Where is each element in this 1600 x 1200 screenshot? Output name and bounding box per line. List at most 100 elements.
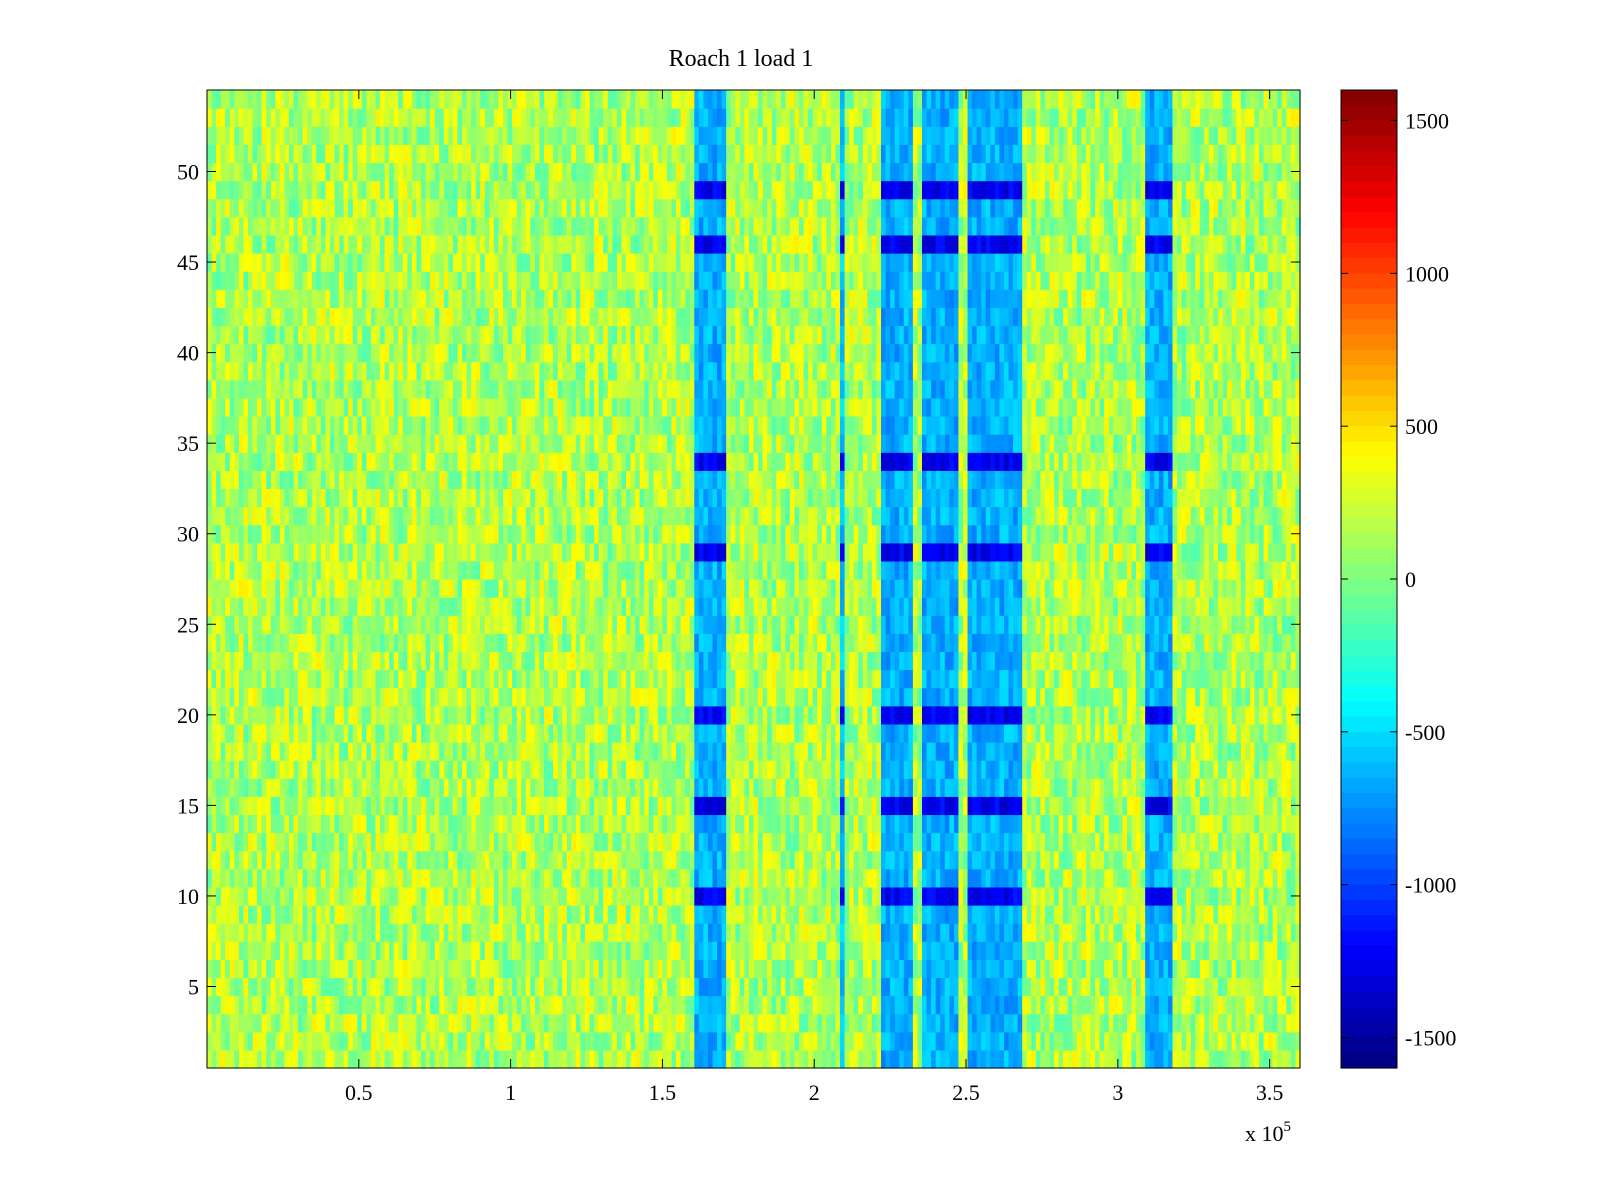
heatmap-cell [575,886,582,906]
heatmap-cell [685,850,691,870]
heatmap-cell [666,760,673,779]
heatmap-cell [1259,796,1265,816]
heatmap-cell [375,905,381,924]
heatmap-cell [311,941,317,960]
heatmap-cell [1122,1031,1128,1051]
heatmap-cell [425,868,431,888]
heatmap-cell [835,723,841,743]
heatmap-cell [503,723,509,743]
heatmap-cell [1163,977,1169,997]
heatmap-cell [316,977,322,997]
heatmap-cell [370,941,377,960]
heatmap-cell [1081,941,1087,960]
heatmap-cell [1031,923,1037,942]
heatmap-cell [1222,1049,1228,1069]
heatmap-cell [480,760,486,779]
heatmap-cell [926,796,932,816]
heatmap-cell [484,923,490,942]
heatmap-cell [912,1031,919,1051]
heatmap-cell [257,778,263,797]
heatmap-cell [862,850,868,870]
heatmap-cell [612,850,618,870]
heatmap-cell [425,705,431,725]
heatmap-cell [220,742,226,761]
heatmap-cell [867,778,873,797]
heatmap-cell [1236,832,1242,852]
heatmap-cell [1249,705,1256,725]
heatmap-cell [207,760,213,779]
heatmap-cell [1181,923,1187,942]
heatmap-cell [698,723,704,743]
heatmap-cell [279,778,286,797]
heatmap-cell [238,995,245,1015]
heatmap-cell [1067,977,1073,997]
heatmap-cell [1163,905,1169,924]
heatmap-cell [840,941,846,960]
heatmap-cell [307,760,313,779]
heatmap-cell [744,687,750,707]
heatmap-cell [603,742,609,761]
heatmap-cell [1049,886,1055,906]
heatmap-cell [375,995,381,1015]
heatmap-cell [1108,941,1114,960]
heatmap-cell [1104,832,1110,852]
heatmap-cell [389,850,395,870]
heatmap-cell [1172,723,1178,743]
heatmap-cell [270,723,276,743]
heatmap-cell [357,850,363,870]
heatmap-cell [589,959,595,979]
heatmap-cell [557,977,563,997]
heatmap-cell [962,742,969,761]
heatmap-cell [635,868,641,888]
heatmap-cell [1099,760,1105,779]
heatmap-cell [885,1013,891,1033]
heatmap-cell [1122,832,1128,852]
heatmap-cell [544,796,550,816]
heatmap-cell [1213,868,1219,888]
heatmap-cell [1136,832,1142,852]
heatmap-cell [238,742,245,761]
heatmap-cell [1090,995,1096,1015]
heatmap-cell [1067,905,1073,924]
heatmap-cell [853,1031,859,1051]
heatmap-cell [799,850,805,870]
heatmap-cell [1249,923,1256,942]
heatmap-cell [653,832,659,852]
heatmap-cell [1295,923,1301,942]
heatmap-cell [1218,1031,1224,1051]
heatmap-cell [361,723,367,743]
heatmap-cell [817,923,823,942]
heatmap-cell [1190,705,1196,725]
heatmap-cell [525,886,531,906]
heatmap-cell [1254,760,1260,779]
heatmap-cell [844,941,850,960]
heatmap-cell [357,886,363,906]
heatmap-cell [343,959,349,979]
heatmap-cell [575,760,582,779]
heatmap-cell [912,760,919,779]
heatmap-cell [257,1013,263,1033]
heatmap-cell [1022,905,1028,924]
heatmap-cell [1204,1013,1210,1033]
heatmap-cell [1195,814,1201,834]
heatmap-cell [730,886,736,906]
heatmap-cell [1163,814,1169,834]
heatmap-cell [1172,995,1178,1015]
heatmap-cell [862,977,868,997]
heatmap-cell [302,796,308,816]
heatmap-cell [343,1049,349,1069]
heatmap-cell [635,796,641,816]
heatmap-cell [421,760,427,779]
heatmap-cell [1099,742,1105,761]
heatmap-cell [748,941,755,960]
heatmap-cell [808,742,814,761]
heatmap-cell [1295,1049,1301,1069]
heatmap-cell [1154,959,1160,979]
heatmap-cell [794,959,800,979]
heatmap-cell [648,941,654,960]
heatmap-cell [958,868,964,888]
heatmap-cell [762,1049,768,1069]
heatmap-cell [1104,959,1110,979]
heatmap-cell [1081,723,1087,743]
heatmap-cell [721,723,727,743]
